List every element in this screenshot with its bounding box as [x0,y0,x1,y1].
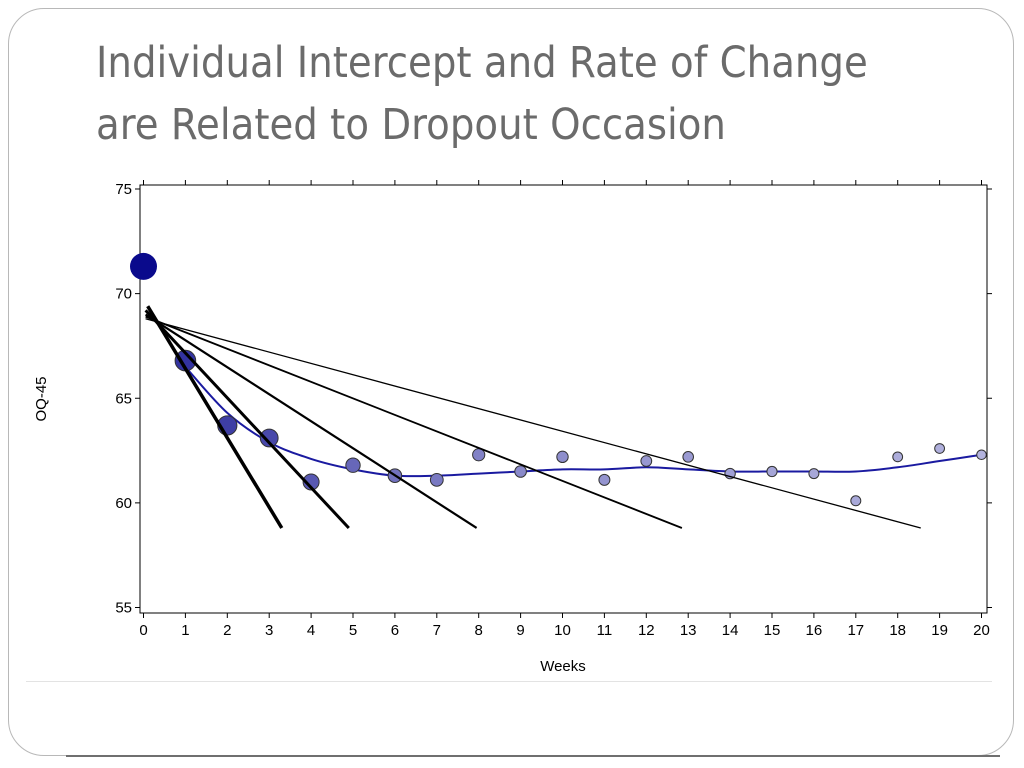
x-tick-label: 16 [806,622,823,639]
x-tick-label: 15 [764,622,781,639]
x-tick-label: 3 [265,622,273,639]
slide-title-line-2: are Related to Dropout Occasion [96,100,726,150]
mean-point [556,450,569,464]
x-tick-label: 9 [516,622,524,639]
x-tick-label: 12 [638,622,655,639]
mean-point [808,468,820,480]
mean-point [302,473,320,491]
y-tick-label: 65 [115,390,132,407]
x-tick-label: 17 [847,622,864,639]
footer-divider [26,681,992,682]
mean-point [892,451,904,463]
x-tick-label: 19 [931,622,948,639]
x-tick-label: 6 [391,622,399,639]
x-tick-label: 13 [680,622,697,639]
x-tick-label: 4 [307,622,315,639]
mean-point [598,473,611,486]
slide-bottom-edge [66,755,1000,757]
mean-point [345,457,361,473]
plot-frame [139,184,988,614]
x-tick-label: 2 [223,622,231,639]
x-tick-label: 1 [181,622,189,639]
x-tick-label: 5 [349,622,357,639]
x-tick-label: 7 [433,622,441,639]
dropout-trend-line [145,318,921,529]
x-tick-label: 0 [139,622,147,639]
mean-point [514,465,527,478]
mean-point [766,465,778,478]
mean-point [976,449,987,461]
mean-point [429,472,444,487]
mean-point [934,443,945,454]
x-axis-label: Weeks [540,658,586,675]
x-tick-label: 18 [889,622,906,639]
slide-title-line-1: Individual Intercept and Rate of Change [96,38,868,88]
mean-point [640,455,653,467]
dropout-trend-line [146,305,284,529]
smoothed-mean-curve [184,366,982,478]
mean-point [130,252,157,280]
mean-point [850,495,862,507]
plot-area: 0 1 2 3 4 5 6 7 8 9 10 11 12 13 14 15 16 17 18 19 2055606570… [115,180,992,639]
x-tick-label: 14 [722,622,739,639]
y-tick-label: 70 [115,286,132,303]
y-tick-label: 60 [115,495,132,512]
dropout-trend-line [144,309,350,530]
dropout-trend-line [145,315,683,529]
y-axis-label: OQ-45 [33,376,50,421]
y-tick-label: 75 [115,181,132,198]
y-tick-label: 55 [115,600,132,617]
x-tick-label: 10 [554,622,571,639]
slide-title: Individual Intercept and Rate of Change … [96,32,906,156]
x-tick-label: 8 [475,622,483,639]
x-tick-label: 20 [973,622,990,639]
x-tick-label: 11 [597,622,613,639]
mean-point [682,451,695,463]
mean-point [259,428,279,448]
dropout-trend-line [144,313,478,529]
